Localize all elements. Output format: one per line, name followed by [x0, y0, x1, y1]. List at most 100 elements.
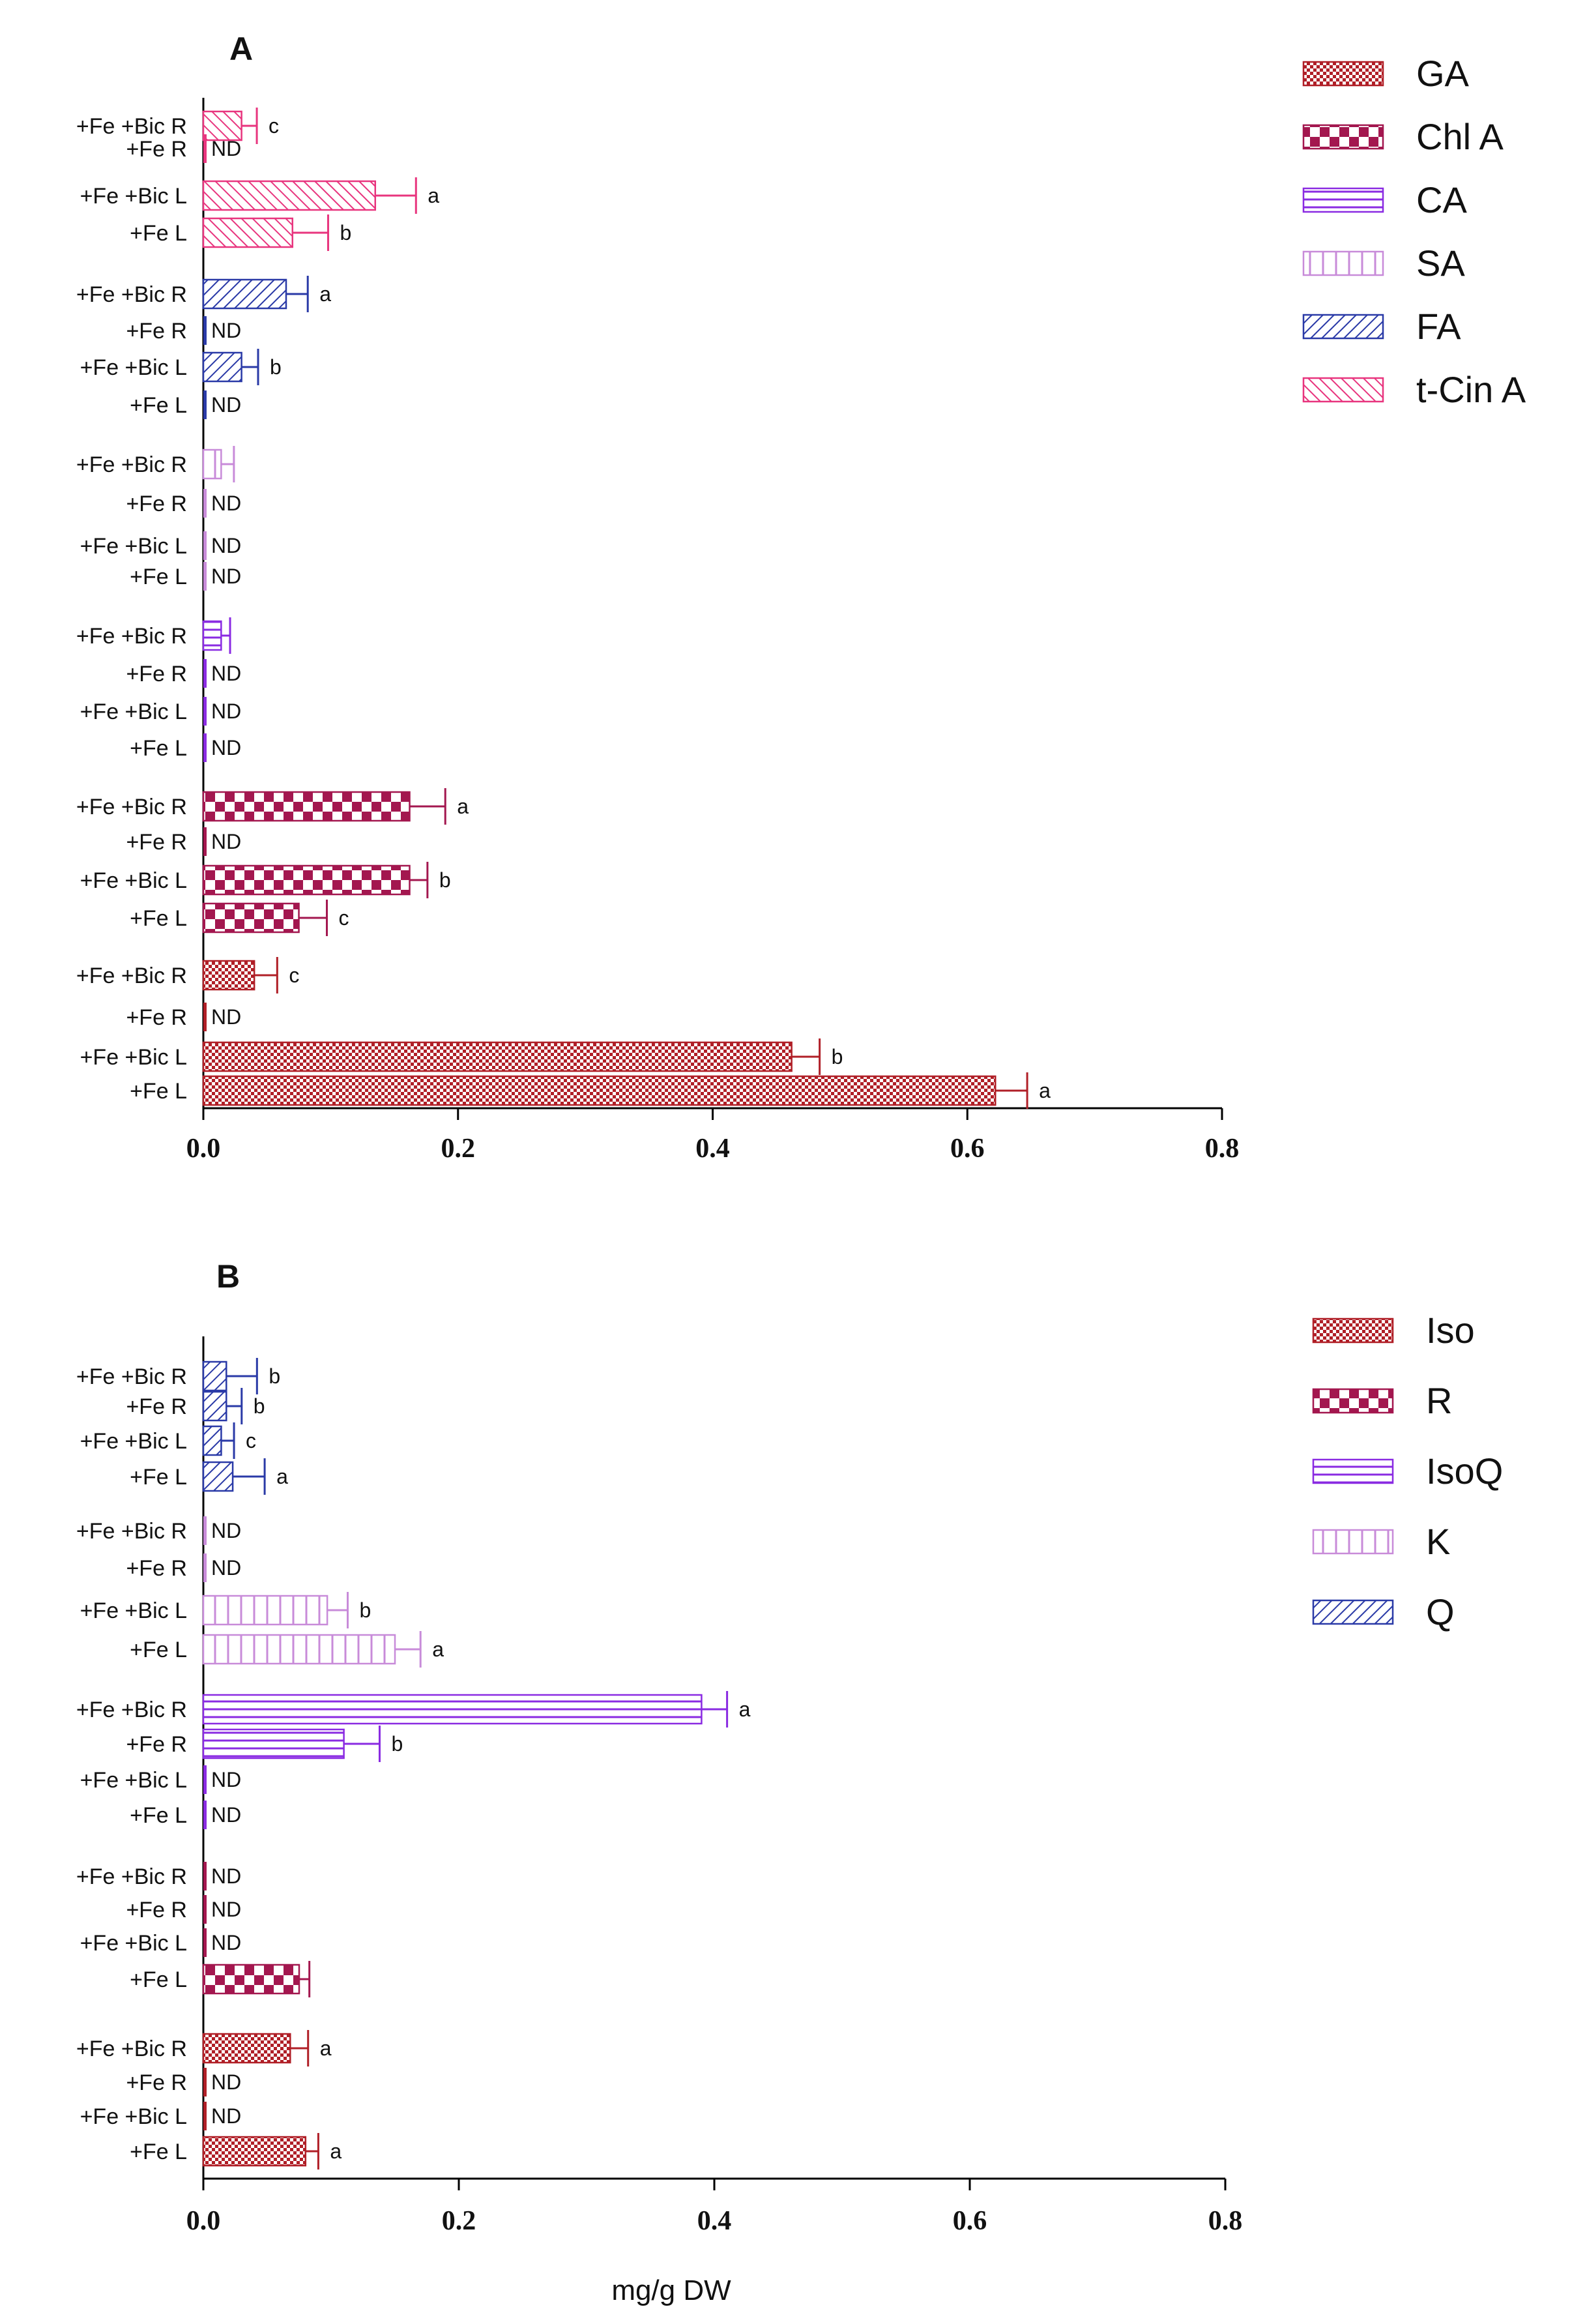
- legend-swatch-t-cin-a: [1302, 377, 1384, 403]
- legend-swatch-isoq: [1312, 1458, 1394, 1484]
- bar-t-cin-a-fe-r: [203, 134, 207, 163]
- category-label: +Fe +Bic L: [80, 2104, 187, 2129]
- legend-swatch-ga: [1302, 61, 1384, 87]
- x-tick-label: 0.0: [186, 2206, 221, 2236]
- bar-annotation: a: [330, 2140, 342, 2163]
- bar-q-fe-l: [202, 1461, 234, 1492]
- category-label: +Fe +Bic L: [80, 699, 187, 724]
- x-tick-label: 0.6: [953, 2206, 987, 2236]
- bar-isoq-fe-l: [203, 1801, 207, 1829]
- panel-b: B 0.0 0.2 0.4 0.6 0.8 +Fe +Bic R b +Fe R b +Fe +Bi…: [76, 1258, 1503, 2236]
- category-label: +Fe R: [126, 1898, 187, 1922]
- bar-annotation: ND: [211, 1519, 241, 1542]
- bar-annotation: ND: [211, 534, 241, 557]
- legend-label-fa: FA: [1416, 306, 1461, 347]
- bar-annotation: ND: [211, 1898, 241, 1921]
- x-tick-label: 0.4: [695, 1134, 730, 1164]
- legend-label-chl-a: Chl A: [1416, 116, 1504, 157]
- category-label: +Fe +Bic R: [76, 963, 187, 988]
- category-label: +Fe +Bic R: [76, 1864, 187, 1889]
- category-label: +Fe +Bic R: [76, 2037, 187, 2061]
- bar-k-fe-bic-r: [203, 1516, 207, 1545]
- bar-annotation: ND: [211, 736, 241, 759]
- bar-chl-a-fe-l: [202, 902, 300, 934]
- x-tick-label: 0.2: [441, 1134, 476, 1164]
- category-label: +Fe R: [126, 830, 187, 855]
- category-label: +Fe L: [130, 1465, 187, 1490]
- bar-annotation: b: [359, 1598, 371, 1622]
- bar-q-fe-bic-r: [202, 1361, 227, 1392]
- category-label: +Fe R: [126, 492, 187, 516]
- category-label: +Fe +Bic L: [80, 355, 187, 380]
- category-label: +Fe R: [126, 2070, 187, 2095]
- bar-annotation: ND: [211, 1803, 241, 1827]
- bar-annotation: a: [428, 184, 439, 207]
- bar-k-fe-l: [202, 1634, 396, 1665]
- bar-sa-fe-r: [203, 489, 207, 518]
- legend-label-ca: CA: [1416, 179, 1467, 220]
- bar-q-fe-r: [202, 1390, 227, 1422]
- category-label: +Fe +Bic R: [76, 452, 187, 477]
- x-tick-label: 0.0: [186, 1134, 221, 1164]
- bar-t-cin-a-fe-bic-l: [202, 180, 377, 211]
- legend-label-iso: Iso: [1426, 1310, 1475, 1351]
- legend-swatch-ca: [1302, 187, 1384, 213]
- category-label: +Fe +Bic L: [80, 534, 187, 559]
- x-tick-label: 0.8: [1205, 1134, 1240, 1164]
- bar-chl-a-fe-r: [203, 827, 207, 856]
- bar-annotation: c: [246, 1429, 256, 1452]
- category-label: +Fe R: [126, 1556, 187, 1581]
- bar-annotation: b: [832, 1045, 843, 1068]
- category-label: +Fe L: [130, 736, 187, 761]
- bar-sa-fe-bic-r: [202, 449, 222, 480]
- bar-isoq-fe-bic-r: [202, 1694, 703, 1725]
- category-label: +Fe +Bic R: [76, 1519, 187, 1544]
- bar-annotation: ND: [211, 393, 241, 417]
- bar-fa-fe-bic-l: [202, 351, 242, 383]
- bar-isoq-fe-r: [202, 1728, 345, 1759]
- bar-annotation: ND: [211, 2104, 241, 2128]
- category-label: +Fe +Bic L: [80, 868, 187, 893]
- bar-ga-fe-bic-l: [202, 1041, 793, 1072]
- legend-label-sa: SA: [1416, 243, 1465, 284]
- bar-annotation: a: [457, 795, 469, 818]
- category-label: +Fe L: [130, 221, 187, 246]
- bar-annotation: a: [1039, 1079, 1051, 1102]
- bar-r-fe-bic-l: [203, 1928, 207, 1957]
- legend-swatch-iso: [1312, 1317, 1394, 1344]
- bar-r-fe-l: [202, 1964, 300, 1995]
- bar-annotation: b: [269, 1364, 280, 1388]
- bar-iso-fe-r: [203, 2068, 207, 2096]
- bar-ca-fe-r: [203, 659, 207, 688]
- bar-fa-fe-l: [203, 390, 207, 419]
- category-label: +Fe +Bic R: [76, 624, 187, 649]
- category-label: +Fe +Bic R: [76, 114, 187, 139]
- bar-annotation: ND: [211, 1556, 241, 1580]
- bar-annotation: ND: [211, 2070, 241, 2094]
- bar-k-fe-bic-l: [202, 1595, 328, 1626]
- bar-annotation: c: [339, 906, 349, 930]
- bar-r-fe-bic-r: [203, 1862, 207, 1890]
- x-axis-label: mg/g DW: [611, 2274, 731, 2306]
- category-label: +Fe L: [130, 565, 187, 589]
- bar-annotation: b: [270, 355, 282, 379]
- category-label: +Fe +Bic L: [80, 1768, 187, 1793]
- legend-swatch-sa: [1302, 250, 1384, 276]
- bar-annotation: ND: [211, 1768, 241, 1791]
- category-label: +Fe L: [130, 393, 187, 418]
- bar-annotation: ND: [211, 319, 241, 342]
- category-label: +Fe R: [126, 1394, 187, 1419]
- bar-annotation: ND: [211, 662, 241, 685]
- bar-annotation: b: [439, 868, 451, 892]
- legend-label-ga: GA: [1416, 53, 1470, 94]
- bar-ga-fe-bic-r: [202, 960, 255, 991]
- legend-swatch-chl-a: [1302, 124, 1384, 150]
- category-label: +Fe +Bic R: [76, 1698, 187, 1722]
- bar-t-cin-a-fe-l: [202, 217, 294, 248]
- bar-annotation: ND: [211, 492, 241, 515]
- bar-isoq-fe-bic-l: [203, 1765, 207, 1794]
- category-label: +Fe +Bic R: [76, 282, 187, 307]
- category-label: +Fe +Bic L: [80, 1931, 187, 1956]
